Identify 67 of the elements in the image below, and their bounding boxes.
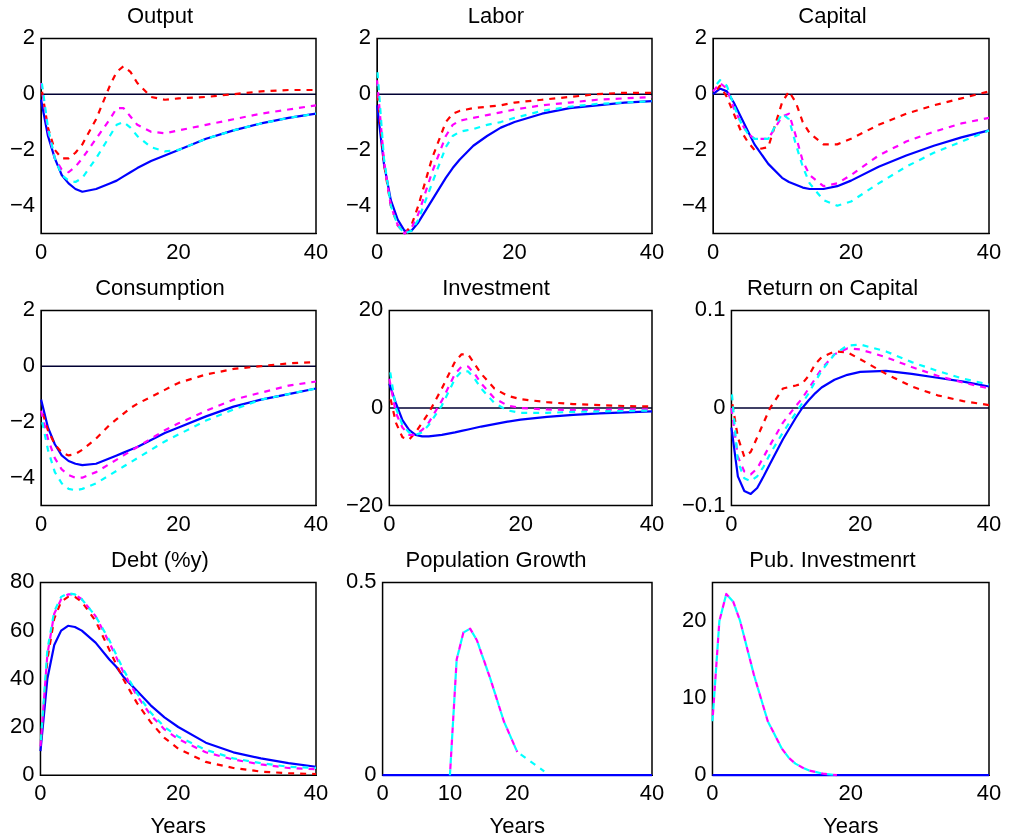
x-tick-label: 40 [639, 510, 665, 536]
line-series [39, 380, 318, 479]
y-tick-label: 60 [9, 616, 35, 642]
y-tick-label: −20 [345, 491, 384, 517]
y-tick-label: −0.1 [681, 491, 726, 517]
chart-title: Labor [467, 3, 525, 29]
y-tick-label: 0 [358, 80, 372, 106]
y-tick-label: 0 [22, 761, 35, 787]
y-tick-label: 0.5 [345, 568, 377, 594]
x-tick-label: 40 [303, 238, 329, 264]
y-tick-label: −4 [681, 191, 708, 217]
x-tick-label: 20 [505, 780, 530, 806]
y-tick-label: 20 [681, 607, 707, 633]
x-tick-label: 40 [639, 238, 665, 264]
y-tick-label: 0 [713, 394, 726, 420]
y-tick-label: 40 [9, 664, 35, 690]
y-tick-label: −2 [345, 136, 372, 162]
y-tick-label: 0 [694, 80, 708, 106]
y-tick-label: 0 [22, 80, 36, 106]
y-tick-label: 2 [22, 296, 36, 322]
y-tick-label: 0 [694, 761, 707, 787]
x-tick-label: 40 [303, 510, 329, 536]
y-tick-label: 0 [22, 352, 36, 378]
y-tick-label: 0.1 [694, 296, 726, 322]
x-tick-label: 20 [838, 238, 864, 264]
y-tick-label: 2 [22, 24, 36, 50]
line-series [448, 627, 546, 777]
y-tick-label: 0 [371, 394, 384, 420]
chart-title: Capital [798, 3, 867, 29]
y-tick-label: −4 [9, 463, 36, 489]
x-tick-label: 40 [303, 780, 329, 806]
y-tick-label: 80 [9, 568, 35, 594]
y-tick-label: 2 [358, 24, 372, 50]
chart-title: Population Growth [405, 547, 587, 573]
chart-title: Output [126, 3, 194, 29]
y-tick-label: 10 [681, 684, 707, 710]
x-tick-label: 40 [976, 510, 1002, 536]
chart-title: Consumption [95, 275, 225, 301]
x-tick-label: 20 [838, 780, 863, 806]
y-tick-label: 20 [9, 713, 35, 739]
x-tick-label: 40 [639, 780, 665, 806]
x-tick-label: 20 [166, 510, 191, 536]
x-axis-title: Years [823, 812, 879, 838]
x-tick-label: 20 [508, 510, 533, 536]
chart-title: Pub. Investmenrt [749, 547, 916, 573]
x-tick-label: 20 [165, 780, 191, 806]
y-tick-label: −4 [345, 191, 372, 217]
y-tick-label: 2 [694, 24, 708, 50]
x-tick-label: 10 [437, 780, 463, 806]
line-series [711, 592, 839, 777]
y-tick-label: −4 [9, 191, 36, 217]
x-tick-label: 20 [502, 238, 527, 264]
y-tick-label: 20 [358, 296, 384, 322]
chart-title: Return on Capital [746, 275, 919, 301]
chart-title: Investment [442, 275, 550, 301]
x-tick-label: 20 [847, 510, 873, 536]
x-tick-label: 40 [976, 780, 1002, 806]
y-tick-label: 0 [364, 761, 377, 787]
x-tick-label: 20 [166, 238, 191, 264]
y-tick-label: −2 [9, 136, 36, 162]
chart-title: Debt (%y) [111, 547, 209, 573]
y-tick-label: −2 [681, 136, 708, 162]
x-axis-title: Years [150, 812, 206, 838]
x-tick-label: 40 [976, 238, 1002, 264]
line-series [730, 350, 991, 458]
y-tick-label: −2 [9, 408, 36, 434]
x-axis-title: Years [489, 812, 546, 838]
